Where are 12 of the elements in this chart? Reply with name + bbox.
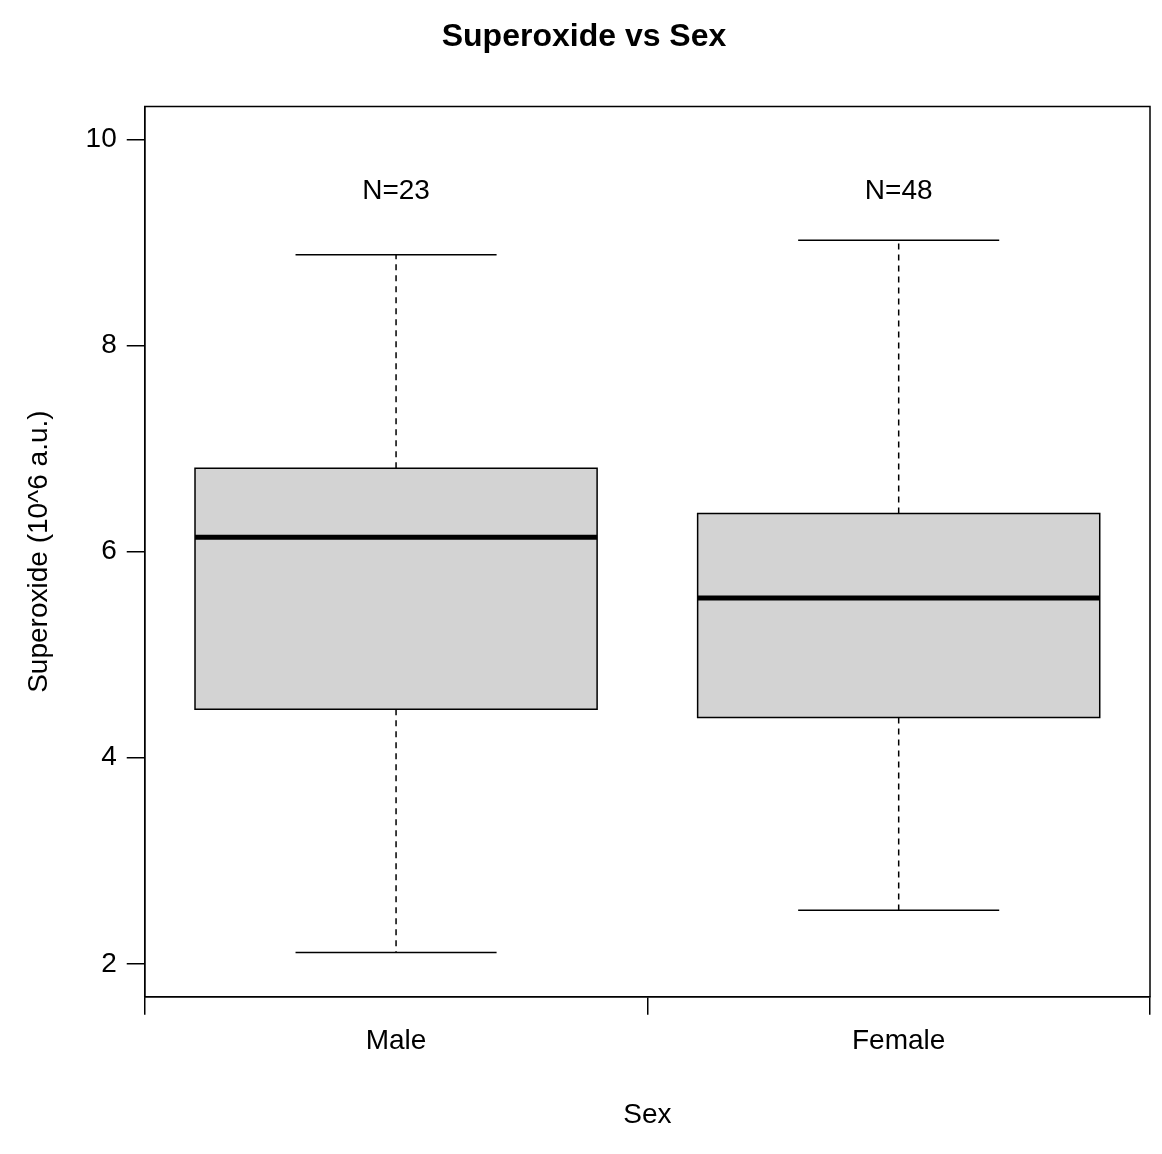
x-tick-label: Female — [852, 1024, 946, 1056]
annotation: N=23 — [362, 174, 430, 206]
y-tick-label: 4 — [101, 740, 117, 772]
x-axis-title: Sex — [623, 1097, 672, 1129]
chart-title: Superoxide vs Sex — [441, 17, 727, 54]
y-axis-title: Superoxide (10^6 a.u.) — [21, 410, 53, 693]
y-tick-label: 2 — [101, 946, 117, 978]
y-tick-label: 6 — [101, 534, 117, 566]
y-tick-label: 8 — [101, 328, 117, 360]
y-tick-label: 10 — [85, 122, 117, 154]
annotation: N=48 — [864, 174, 933, 206]
x-tick-label: Male — [365, 1024, 427, 1056]
